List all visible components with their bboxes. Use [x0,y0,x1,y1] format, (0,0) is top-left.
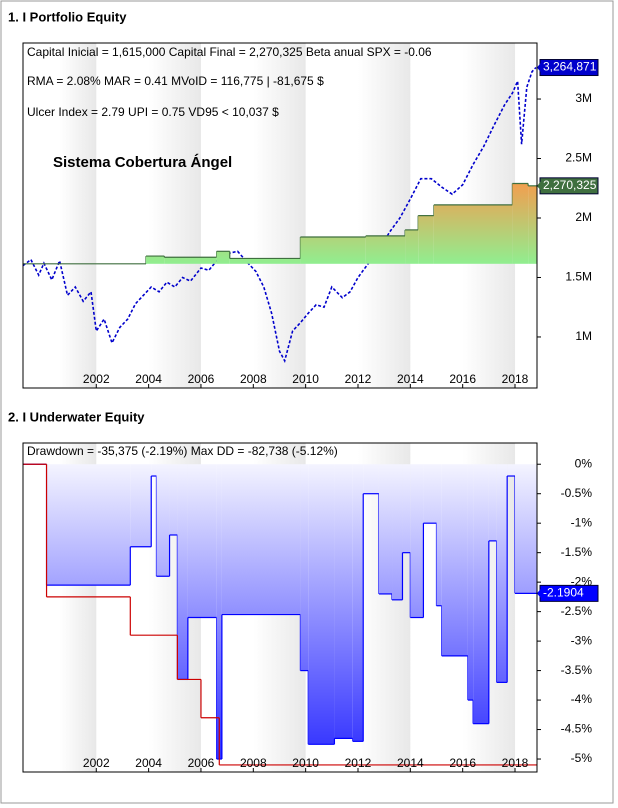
x-tick-label: 2016 [449,756,476,770]
step-fill [515,464,537,594]
step-fill [405,229,419,264]
y-tick-label: -0.5% [561,486,593,500]
y-tick-label: -3% [571,633,593,647]
x-tick-label: 2018 [502,372,529,386]
panel-title: 2. I Underwater Equity [8,409,145,424]
last-value-pointer [537,588,541,599]
x-tick-label: 2008 [240,372,267,386]
y-tick-label: -4.5% [561,722,593,736]
step-fill [365,235,406,264]
step-fill [156,464,170,577]
panel-title: 1. I Portfolio Equity [8,9,127,24]
annotation: RMA = 2.08% MAR = 0.41 MVoID = 116,775 |… [27,74,324,88]
x-tick-label: 2018 [502,756,529,770]
x-tick-label: 2008 [240,756,267,770]
year-band [357,43,411,388]
step-fill [402,464,411,553]
step-fill [392,464,403,600]
step-fill [334,464,353,739]
series-layer [23,463,537,766]
y-tick-label: -3.5% [561,663,593,677]
annotation: Capital Inicial = 1,615,000 Capital Fina… [27,45,432,59]
step-fill [308,464,335,745]
step-fill [507,464,516,477]
step-fill [441,464,468,656]
step-fill [164,257,217,264]
step-fill [46,464,131,586]
step-fill [216,464,222,760]
step-fill [378,464,393,594]
step-fill [187,464,217,618]
step-fill [496,464,508,683]
y-tick-label: -2.5% [561,604,593,618]
step-fill [151,464,157,477]
x-tick-label: 2012 [345,372,372,386]
step-fill [169,464,178,535]
x-tick-label: 2014 [397,756,424,770]
x-tick-label: 2016 [449,372,476,386]
last-value-pointer [537,180,541,191]
x-tick-label: 2004 [135,756,162,770]
y-tick-label: -2% [571,574,593,588]
step-fill [433,204,513,264]
x-tick-label: 2006 [188,756,215,770]
system-name: Sistema Cobertura Ángel [53,154,232,171]
year-band [59,43,97,388]
step-fill [410,464,424,618]
x-tick-label: 2002 [83,756,110,770]
x-tick-label: 2010 [292,756,319,770]
step-fill [423,464,437,524]
step-fill [436,464,442,606]
step-fill [512,183,529,264]
last-value-label: 2,270,325 [543,178,597,192]
last-value-label: -2.1904 [543,586,584,600]
y-tick-label: -1.5% [561,545,593,559]
equity-line [23,66,537,363]
step-fill [177,464,188,680]
step-fill [528,185,537,264]
y-tick-label: 2M [575,210,592,224]
step-fill [473,464,489,724]
plot-border [22,42,538,389]
x-tick-label: 2004 [135,372,162,386]
step-fill [229,258,301,264]
step-fill [352,464,364,742]
step-fill [221,464,301,615]
x-tick-label: 2006 [188,372,215,386]
annotation: Ulcer Index = 2.79 UPI = 0.75 VD95 < 10,… [27,105,279,119]
y-tick-label: 2.5M [565,151,592,165]
y-tick-label: 1M [575,329,592,343]
y-tick-label: -5% [571,751,593,765]
step-fill [146,256,165,264]
step-fill [363,464,379,494]
y-tick-label: -1% [571,515,593,529]
y-tick-label: 3M [575,91,592,105]
y-tick-label: 0% [575,456,593,470]
step-fill [130,464,152,547]
series-layer [23,66,537,363]
last-value-pointer [537,62,541,73]
x-tick-label: 2014 [397,372,424,386]
step-fill [467,464,474,701]
year-band [253,43,306,388]
plot-border [22,442,538,773]
x-tick-label: 2012 [345,756,372,770]
y-tick-label: -4% [571,692,593,706]
step-fill [216,251,230,264]
x-tick-label: 2010 [292,372,319,386]
annotation: Drawdown = -35,375 (-2.19%) Max DD = -82… [27,444,338,458]
x-tick-label: 2002 [83,372,110,386]
step-fill [488,464,497,541]
y-tick-label: 1.5M [565,270,592,284]
step-fill [300,237,366,264]
step-fill [300,464,309,671]
step-fill [418,215,434,264]
last-value-label: 3,264,871 [543,60,597,74]
year-band [148,43,201,388]
